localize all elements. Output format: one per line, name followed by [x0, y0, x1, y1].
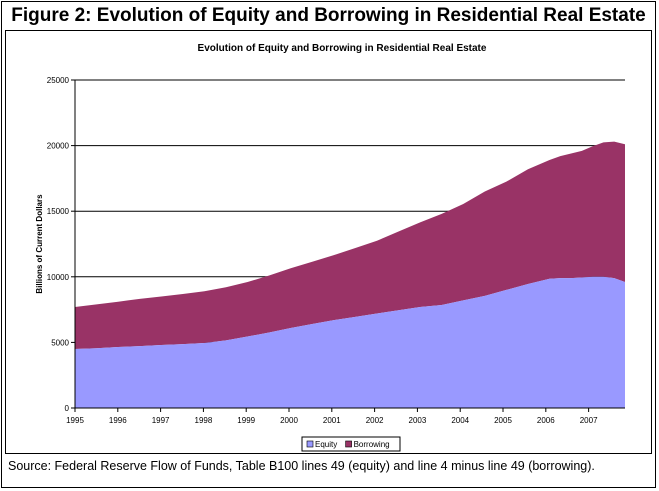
y-tick-label-20000: 20000 [47, 142, 70, 151]
chart-area: Evolution of Equity and Borrowing in Res… [5, 30, 652, 454]
legend-label-borrowing: Borrowing [354, 440, 390, 449]
x-tick-label-2002: 2002 [366, 416, 384, 425]
x-tick-label-1999: 1999 [237, 416, 255, 425]
x-tick-label-1998: 1998 [195, 416, 213, 425]
x-tick-label-1997: 1997 [152, 416, 170, 425]
x-tick-label-2007: 2007 [580, 416, 598, 425]
figure-caption: Source: Federal Reserve Flow of Funds, T… [8, 459, 595, 473]
y-tick-label-10000: 10000 [47, 273, 70, 282]
y-tick-label-15000: 15000 [47, 207, 70, 216]
x-tick-label-2000: 2000 [280, 416, 298, 425]
y-tick-label-25000: 25000 [47, 76, 70, 85]
legend-label-equity: Equity [315, 440, 337, 449]
legend-swatch-borrowing [345, 440, 352, 448]
y-tick-label-5000: 5000 [51, 338, 69, 347]
x-tick-label-2003: 2003 [409, 416, 427, 425]
x-tick-label-2006: 2006 [537, 416, 555, 425]
y-axis-label: Billions of Current Dollars [35, 194, 44, 294]
chart-title: Evolution of Equity and Borrowing in Res… [198, 43, 487, 54]
x-tick-label-1996: 1996 [109, 416, 127, 425]
x-tick-label-2001: 2001 [323, 416, 341, 425]
figure-title: Figure 2: Evolution of Equity and Borrow… [11, 5, 646, 26]
x-tick-label-2005: 2005 [494, 416, 512, 425]
x-tick-label-2004: 2004 [451, 416, 469, 425]
y-tick-label-0: 0 [65, 404, 70, 413]
x-tick-label-1995: 1995 [66, 416, 84, 425]
series-area-equity [75, 276, 625, 408]
chart-svg: Evolution of Equity and Borrowing in Res… [35, 43, 625, 452]
legend-swatch-equity [306, 440, 314, 448]
series-area-borrowing [75, 141, 625, 349]
